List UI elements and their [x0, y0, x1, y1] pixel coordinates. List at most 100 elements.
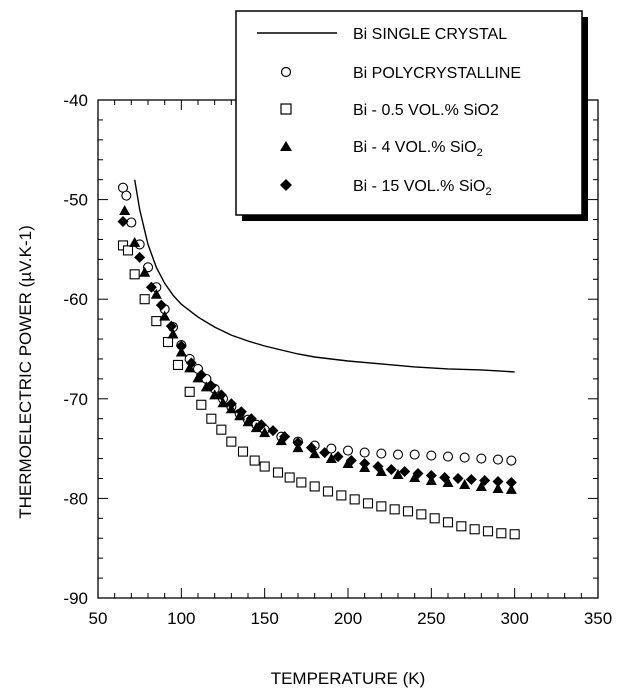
point-triangle: [184, 362, 196, 373]
point-diamond: [267, 425, 279, 437]
point-diamond: [479, 474, 491, 486]
point-triangle: [325, 453, 337, 464]
y-tick-label: -90: [63, 589, 88, 608]
point-square: [151, 316, 162, 327]
point-square: [196, 399, 207, 410]
point-triangle: [409, 471, 421, 482]
y-tick-label: -40: [63, 91, 88, 110]
y-tick-label: -50: [63, 191, 88, 210]
point-square: [139, 294, 150, 305]
x-tick-label: 200: [334, 609, 362, 628]
point-triangle: [139, 266, 151, 277]
point-diamond: [305, 442, 317, 454]
point-circle: [359, 447, 370, 458]
point-square: [122, 245, 134, 256]
legend-label-polycrystalline: Bi POLYCRYSTALLINE: [353, 65, 521, 82]
legend-label-4-sio2-sub: 2: [477, 147, 483, 159]
point-diamond: [412, 468, 424, 479]
point-square: [296, 477, 307, 488]
y-axis-title: THERMOELECTRIC POWER (µV.K-1): [16, 225, 35, 518]
point-square: [237, 446, 249, 457]
y-tick-label: -60: [63, 290, 88, 309]
point-square: [482, 526, 494, 537]
point-triangle: [119, 205, 131, 216]
point-square: [469, 524, 480, 535]
point-square: [259, 461, 270, 472]
x-tick-label: 250: [417, 609, 445, 628]
legend-label-4-sio2: Bi - 4 VOL.% SiO2: [353, 139, 483, 159]
point-circle: [409, 449, 420, 460]
point-diamond: [195, 369, 207, 381]
point-triangle: [392, 468, 404, 479]
point-square: [216, 424, 227, 435]
point-diamond: [145, 281, 157, 293]
point-diamond: [255, 419, 267, 431]
point-diamond: [279, 431, 291, 443]
point-circle: [392, 449, 404, 460]
point-triangle: [192, 372, 204, 383]
point-triangle: [505, 483, 517, 494]
legend-diamond-marker: [280, 179, 292, 191]
x-tick-label: 150: [250, 609, 278, 628]
point-square: [272, 467, 284, 478]
point-triangle: [242, 416, 254, 427]
y-tick-label: -70: [63, 390, 88, 409]
series-0: [134, 179, 515, 373]
point-square: [249, 455, 260, 466]
point-triangle: [342, 458, 354, 469]
legend-label-single-crystal: Bi SINGLE CRYSTAL: [353, 26, 507, 43]
point-square: [362, 498, 374, 509]
point-circle: [376, 448, 387, 459]
x-tick-label: 100: [167, 609, 195, 628]
legend: Bi SINGLE CRYSTAL Bi POLYCRYSTALLINE Bi …: [235, 10, 588, 221]
point-square: [402, 506, 414, 517]
point-circle: [506, 455, 517, 466]
legend-circle-marker: [280, 66, 292, 78]
point-circle: [459, 452, 470, 463]
legend-label-4-sio2-main: Bi - 4 VOL.% SiO: [353, 139, 477, 156]
point-circle: [442, 451, 454, 462]
point-diamond: [345, 455, 357, 467]
x-tick-label: 350: [584, 609, 612, 628]
point-triangle: [309, 448, 321, 459]
point-square: [496, 528, 507, 539]
point-diamond: [439, 471, 451, 483]
point-diamond: [319, 447, 331, 459]
point-triangle: [250, 422, 262, 433]
point-diamond: [215, 389, 227, 401]
legend-label-15-sio2-main: Bi - 15 VOL.% SiO: [353, 178, 486, 195]
point-square: [162, 336, 174, 348]
point-diamond: [165, 320, 177, 332]
y-tick-labels: -40 -50 -60 -70 -80 -90: [63, 91, 88, 608]
point-diamond: [134, 251, 146, 263]
point-diamond: [425, 469, 437, 481]
x-tick-label: 300: [500, 609, 528, 628]
point-square: [206, 413, 217, 424]
point-square: [129, 269, 140, 280]
point-triangle: [459, 478, 471, 489]
point-diamond: [385, 464, 397, 476]
point-diamond: [245, 413, 257, 425]
point-circle: [342, 445, 354, 456]
point-triangle: [442, 476, 454, 487]
point-circle: [126, 217, 137, 228]
point-square: [284, 472, 295, 483]
point-triangle: [129, 236, 141, 247]
point-circle: [121, 190, 132, 201]
point-diamond: [235, 406, 247, 418]
point-triangle: [259, 427, 271, 438]
point-square: [349, 494, 360, 505]
legend-triangle-marker: [280, 141, 292, 151]
point-diamond: [185, 357, 197, 369]
point-square: [336, 490, 347, 501]
point-diamond: [225, 398, 237, 410]
point-diamond: [292, 437, 304, 449]
point-diamond: [175, 340, 187, 352]
point-square: [456, 521, 467, 532]
point-triangle: [275, 435, 287, 446]
point-diamond: [117, 216, 129, 228]
series-layer: [117, 179, 520, 540]
point-diamond: [155, 299, 167, 311]
point-diamond: [359, 458, 371, 470]
legend-label-15-sio2-sub: 2: [486, 186, 492, 198]
